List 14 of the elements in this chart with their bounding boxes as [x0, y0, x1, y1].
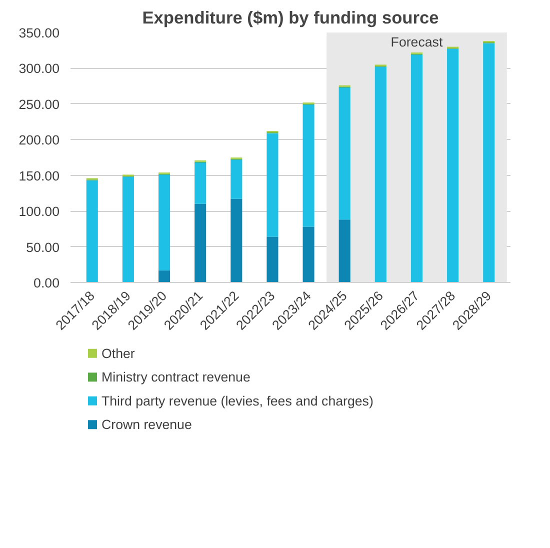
legend-label: Third party revenue (levies, fees and charges): [102, 393, 374, 408]
y-tick-label: 350.00: [18, 26, 60, 40]
legend-label: Other: [102, 346, 136, 361]
y-tick-label: 200.00: [18, 132, 60, 148]
legend-label: Crown revenue: [102, 417, 192, 432]
y-tick-label: 300.00: [18, 61, 60, 76]
y-tick-label: 150.00: [18, 168, 60, 184]
y-tick-label: 0.00: [34, 276, 60, 290]
y-tick-label: 100.00: [18, 204, 60, 220]
legend-label: Ministry contract revenue: [102, 370, 250, 385]
band-label: Forecast: [390, 34, 443, 50]
y-tick-label: 50.00: [26, 240, 60, 255]
chart-title: Expenditure ($m) by funding source: [142, 8, 440, 28]
y-tick-label: 250.00: [18, 96, 60, 112]
